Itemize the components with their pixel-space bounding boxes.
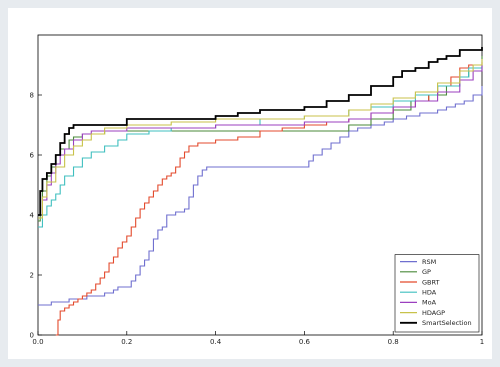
y-tick-label: 4 (30, 212, 35, 220)
legend-label-gbrt: GBRT (422, 278, 440, 286)
x-tick-label: 0.0 (32, 338, 43, 346)
legend: RSM GP GBRT HDA MoA HDAGP SmartSelection (394, 254, 480, 333)
y-tick-label: 8 (30, 92, 34, 100)
x-tick-label: 0.8 (388, 338, 399, 346)
legend-label-hdagp: HDAGP (422, 309, 445, 317)
series-line-smartselection (38, 47, 483, 216)
legend-label-smartselection: SmartSelection (422, 319, 472, 327)
series-line-rsm (38, 86, 483, 306)
y-tick-label: 6 (30, 152, 35, 160)
series-layer (38, 47, 483, 336)
x-tick-label: 0.4 (210, 338, 222, 346)
ticks-layer: 0.0 0.2 0.4 0.6 0.8 1 0 2 4 6 8 (30, 92, 485, 347)
x-tick-label: 1 (480, 338, 484, 346)
legend-label-moa: MoA (422, 299, 437, 307)
y-tick-label: 0 (30, 332, 34, 340)
y-tick-label: 2 (30, 272, 34, 280)
x-tick-label: 0.2 (121, 338, 132, 346)
legend-label-rsm: RSM (422, 258, 436, 266)
series-line-hdagp (38, 59, 483, 219)
x-tick-label: 0.6 (299, 338, 311, 346)
legend-label-gp: GP (422, 268, 431, 276)
legend-label-hda: HDA (422, 289, 437, 297)
legend-box (394, 254, 480, 333)
